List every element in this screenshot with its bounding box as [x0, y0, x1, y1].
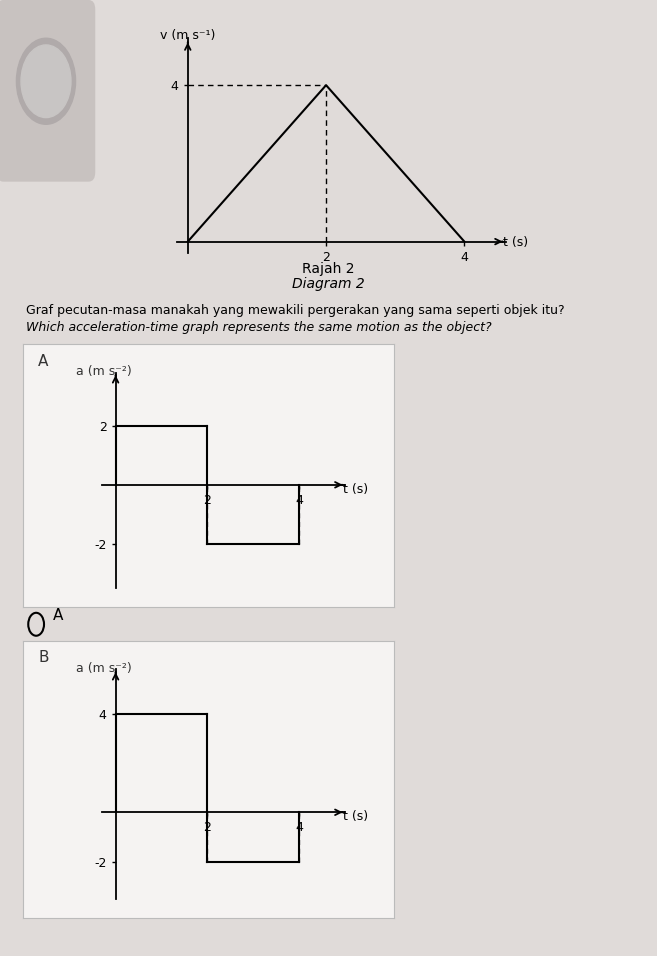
Text: A: A [38, 354, 49, 369]
Text: a (m s⁻²): a (m s⁻²) [76, 662, 131, 675]
Text: Diagram 2: Diagram 2 [292, 277, 365, 292]
Text: a (m s⁻²): a (m s⁻²) [76, 365, 131, 379]
Text: A: A [53, 608, 63, 623]
Text: B: B [38, 650, 49, 665]
Text: t (s): t (s) [343, 810, 368, 823]
Text: Graf pecutan-masa manakah yang mewakili pergerakan yang sama seperti objek itu?: Graf pecutan-masa manakah yang mewakili … [26, 304, 565, 317]
Text: Which acceleration-time graph represents the same motion as the object?: Which acceleration-time graph represents… [26, 321, 492, 335]
Text: v (m s⁻¹): v (m s⁻¹) [160, 30, 215, 42]
Text: Rajah 2: Rajah 2 [302, 262, 355, 276]
Text: t (s): t (s) [503, 236, 528, 249]
Text: t (s): t (s) [343, 484, 368, 496]
